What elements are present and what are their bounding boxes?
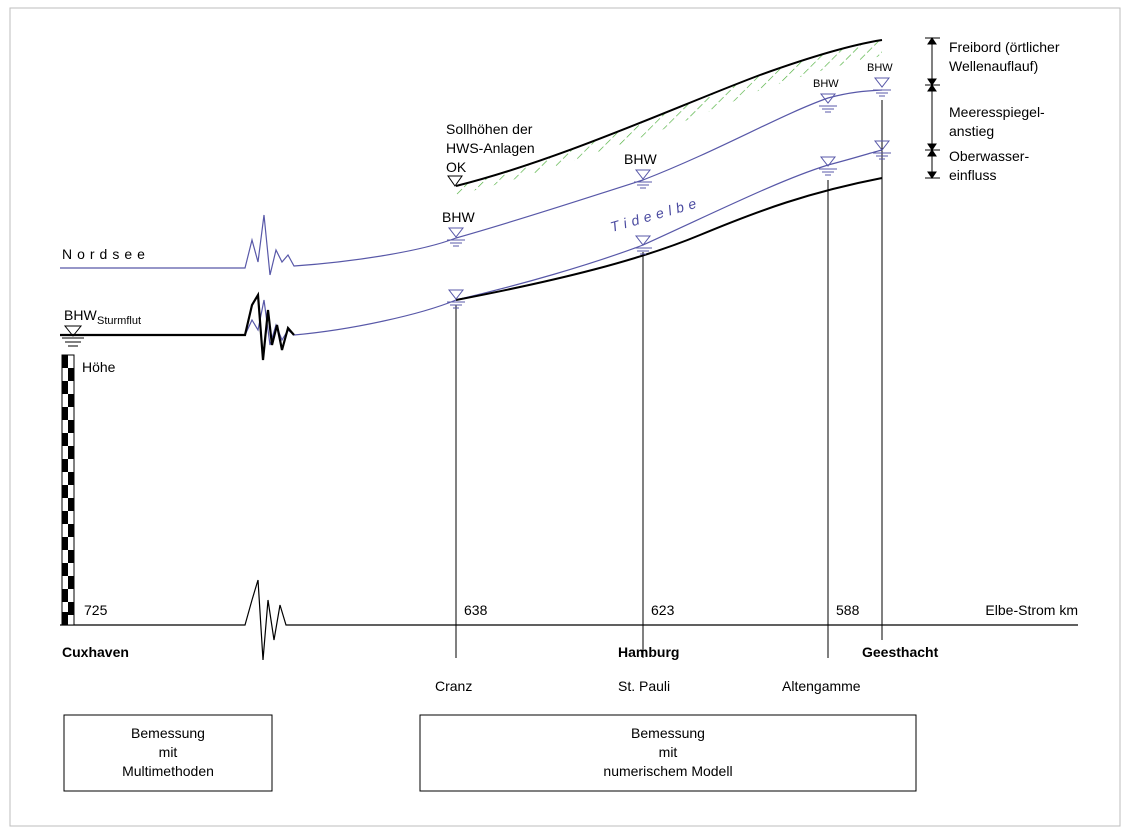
nordsee-label: Nordsee (62, 246, 150, 262)
water-level-symbol-cranz-lower (447, 289, 465, 309)
legend-dimension-lines (925, 37, 940, 179)
legend-meeresspiegel-line1: Meeresspiegel- (949, 104, 1045, 120)
dike-label-line2: HWS-Anlagen (446, 140, 535, 156)
legend-meeresspiegel-line2: anstieg (949, 123, 994, 139)
water-level-symbol-geesthacht-upper (873, 77, 891, 97)
place-st-pauli: St. Pauli (618, 678, 670, 694)
river-km-axis (60, 579, 1078, 661)
dike-top-line (455, 39, 883, 187)
dike-label-line1: Sollhöhen der (446, 121, 533, 137)
legend-oberwasser-line1: Oberwasser- (949, 148, 1029, 164)
water-level-symbol-hamburg-lower (634, 235, 652, 255)
box-num-line2: mit (659, 744, 678, 760)
box-num-line3: numerischem Modell (603, 763, 732, 779)
box-multi-line2: mit (159, 744, 178, 760)
place-geesthacht: Geesthacht (862, 644, 939, 660)
place-cuxhaven: Cuxhaven (62, 644, 129, 660)
water-level-symbol-cranz-upper (447, 227, 465, 247)
place-cranz: Cranz (435, 678, 472, 694)
km-altengamme: 588 (836, 602, 860, 618)
km-cuxhaven: 725 (84, 602, 108, 618)
river-km-axis-label: Elbe-Strom km (985, 602, 1078, 618)
sturmflut-black-line (60, 291, 295, 361)
bhw-geesthacht-label: BHW (867, 62, 893, 74)
nordsee-water-line (60, 89, 883, 276)
water-level-symbol-ok (447, 175, 463, 187)
water-level-symbol-altengamme-upper (819, 93, 837, 113)
place-altengamme: Altengamme (782, 678, 861, 694)
bhw-hamburg-label: BHW (624, 151, 657, 167)
water-level-symbol-sturmflut (62, 325, 84, 347)
km-cranz: 638 (464, 602, 488, 618)
bhw-sturmflut-label: BHW (64, 307, 97, 323)
bhw-cranz-label: BHW (442, 209, 475, 225)
bhw-sturmflut-subscript: Sturmflut (97, 315, 141, 327)
box-multi-line1: Bemessung (131, 725, 205, 741)
legend-freibord-line1: Freibord (örtlicher (949, 39, 1060, 55)
riverbed-black-line (455, 177, 883, 301)
water-level-symbol-altengamme-lower (819, 156, 837, 176)
tideelbe-label: Tideelbe (608, 194, 702, 235)
dike-label-line3: OK (446, 159, 467, 175)
box-multi-line3: Multimethoden (122, 763, 214, 779)
tideelbe-water-line (60, 149, 883, 346)
box-multimethoden (63, 714, 273, 792)
outer-frame (9, 7, 1121, 827)
water-level-symbol-hamburg-upper (634, 169, 652, 189)
place-hamburg: Hamburg (618, 644, 679, 660)
box-num-line1: Bemessung (631, 725, 705, 741)
dike-hatch-area (456, 40, 882, 195)
bhw-altengamme-label: BHW (813, 78, 839, 90)
box-numerisches-modell (419, 714, 917, 792)
km-hamburg: 623 (651, 602, 675, 618)
height-scale-label: Höhe (82, 359, 116, 375)
legend-oberwasser-line2: einfluss (949, 167, 996, 183)
height-scale-bar (61, 354, 75, 626)
legend-freibord-line2: Wellenauflauf) (949, 58, 1038, 74)
water-level-symbol-geesthacht-lower (873, 140, 891, 160)
